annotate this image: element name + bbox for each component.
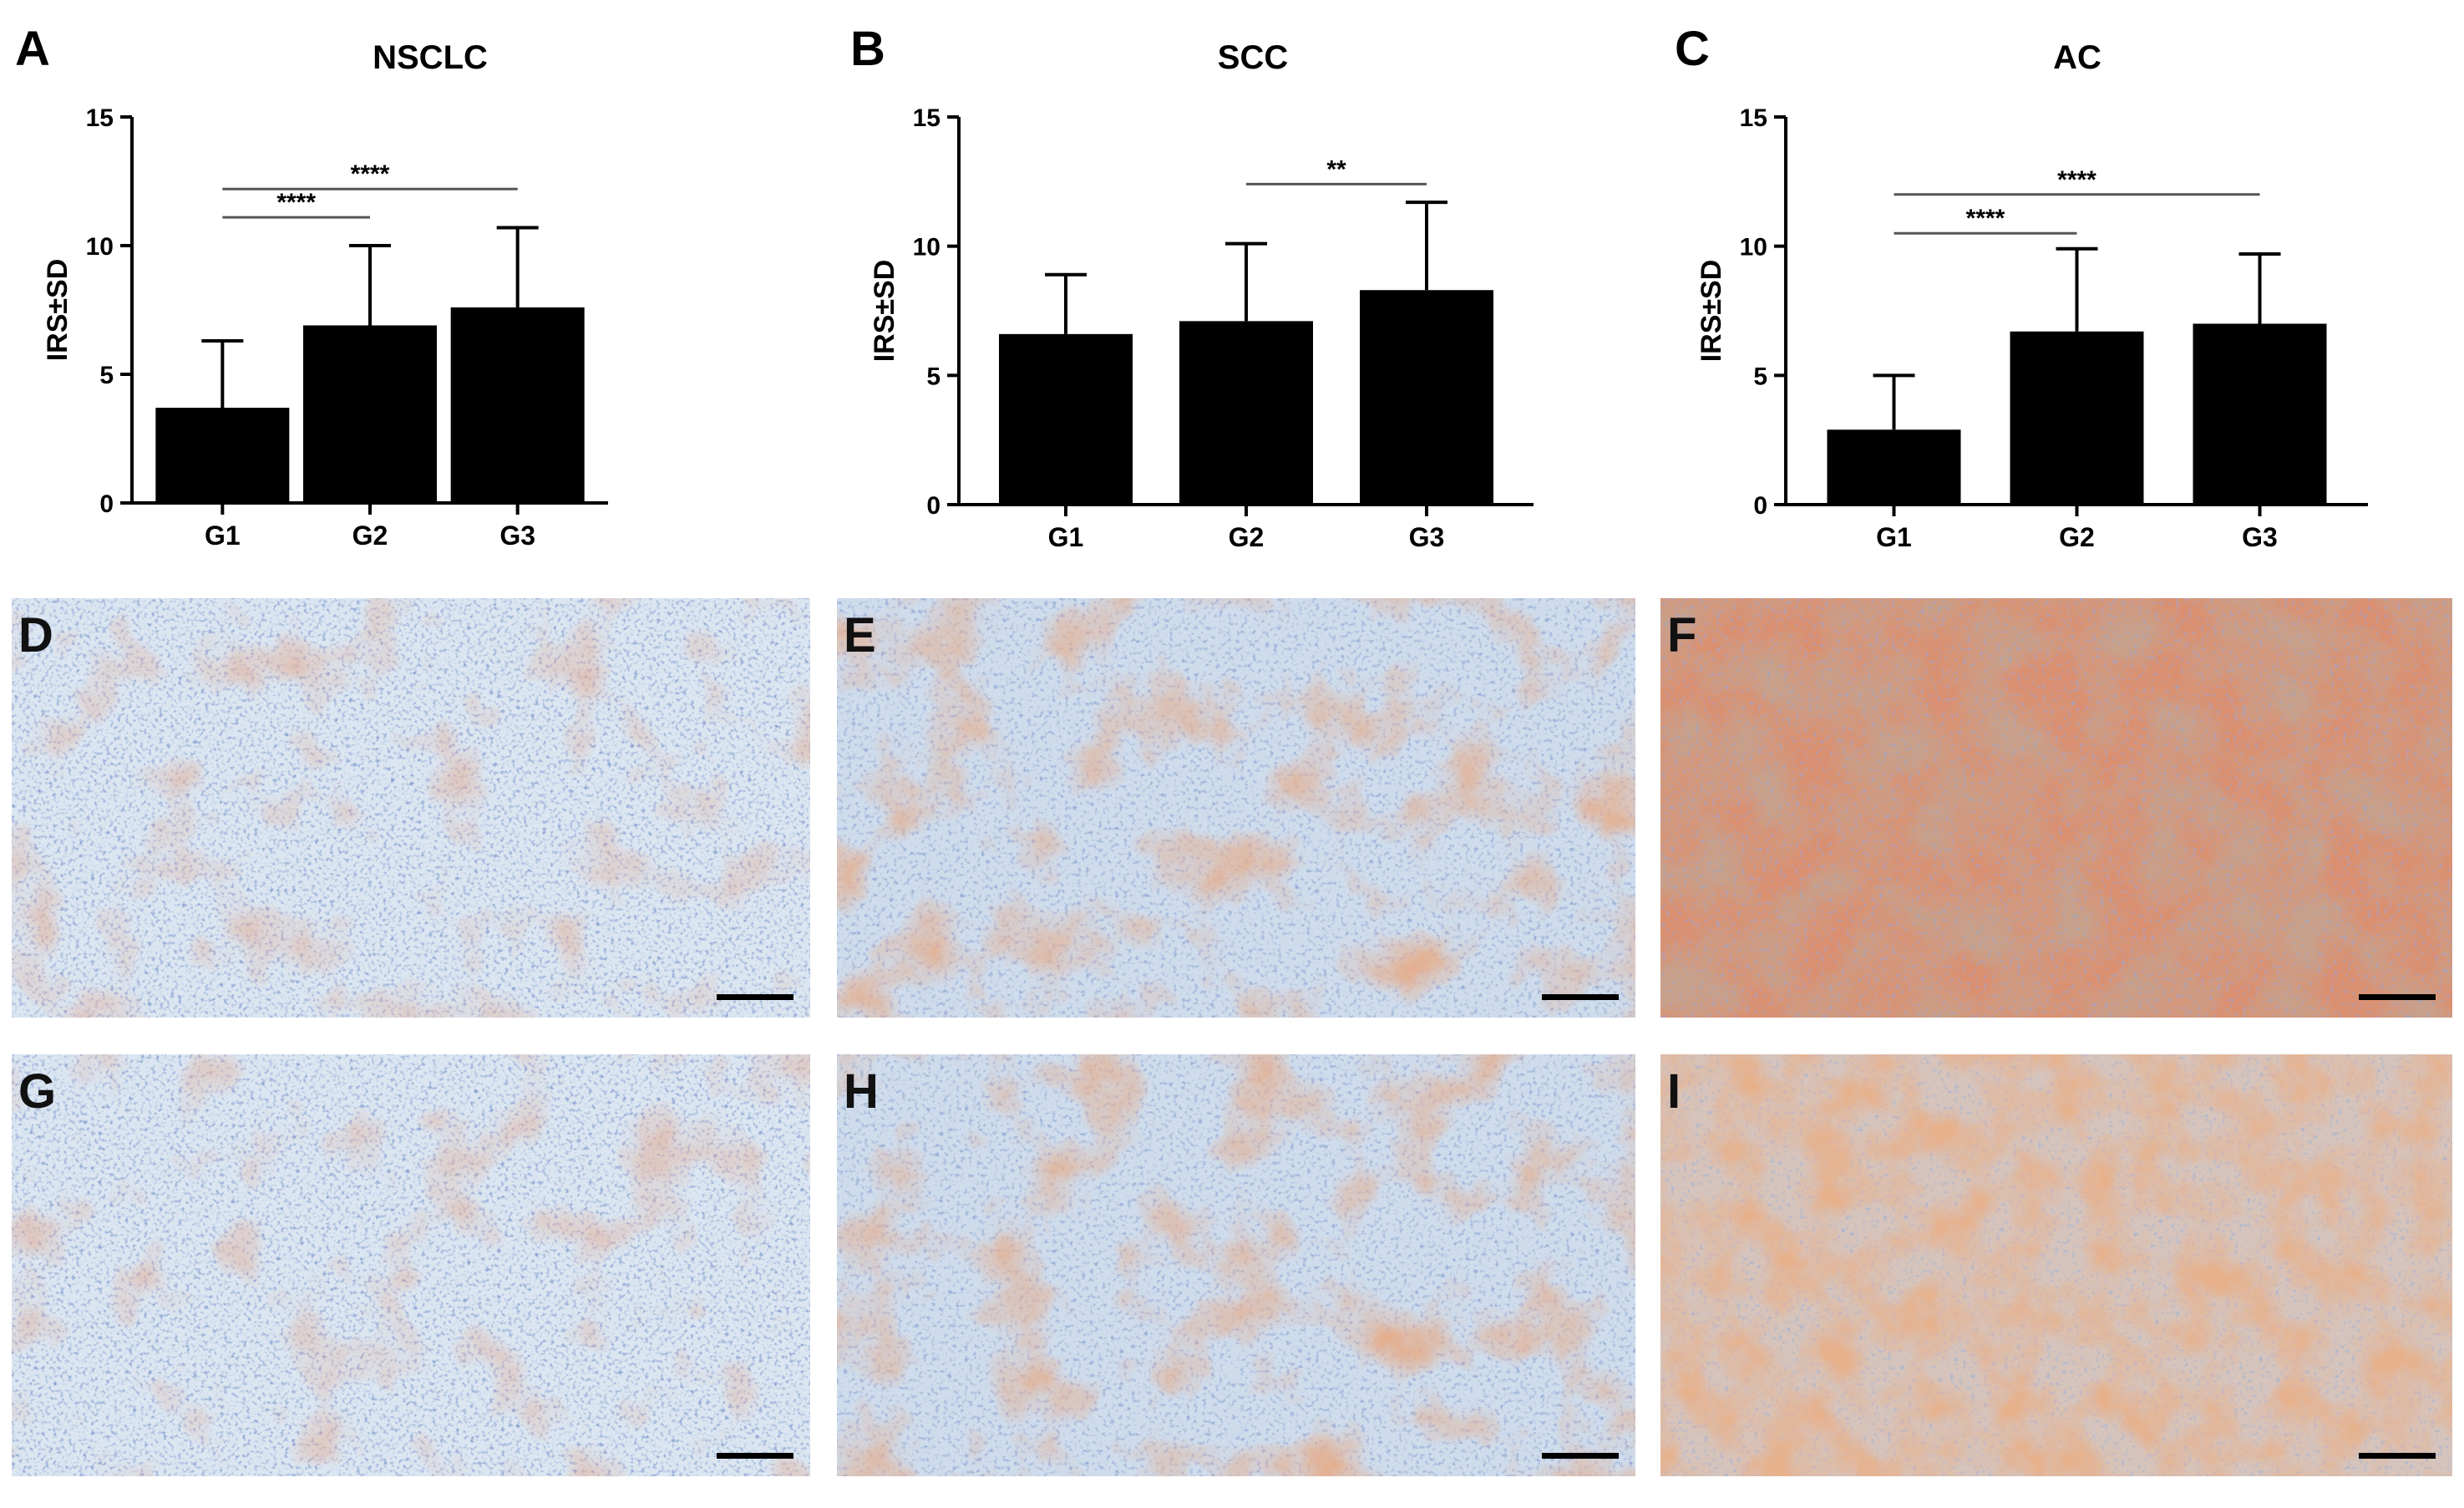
y-tick-label: 0 [926,492,940,520]
bar-G1 [999,333,1133,505]
micrograph-G: G [12,1054,810,1476]
tissue-texture [837,1054,1635,1476]
bar-G1 [1827,429,1961,505]
micrograph-D: D [12,598,810,1018]
micrograph-panels: D E F G H I [12,598,2452,1476]
chart-B: B SCC IRS±SD 0 5 10 15 G1 G2 G3 ** [850,22,1534,552]
panel-letter: G [18,1064,56,1119]
chart-title: AC [2053,39,2101,76]
panel-letter: F [1667,608,1696,663]
bar-G3 [2193,323,2327,505]
panel-letter: D [18,608,53,663]
x-tick-label: G1 [1876,522,1912,552]
y-axis-label: IRS±SD [1696,260,1727,363]
y-tick-label: 15 [86,104,114,132]
scale-bar [2359,994,2436,1000]
tissue-texture [12,1054,810,1476]
tissue-texture [1660,1054,2452,1476]
scale-bar [2359,1453,2436,1459]
bar-G3 [450,307,585,503]
significance-label: **** [276,189,316,216]
y-tick-label: 10 [1740,234,1767,261]
scale-bar [1542,994,1619,1000]
panel-letter: A [15,22,50,76]
y-tick-label: 5 [1753,363,1767,390]
x-tick-label: G2 [352,520,388,551]
panel-letter: I [1667,1064,1681,1119]
x-tick-label: G1 [205,520,241,551]
panel-letter: E [844,608,876,663]
bar-G1 [155,408,290,503]
panel-letter: C [1675,22,1710,76]
significance-label: **** [351,160,390,188]
significance-label: **** [2057,166,2096,194]
tissue-texture [1660,598,2452,1018]
x-tick-label: G3 [499,520,535,551]
y-tick-label: 15 [913,104,940,132]
x-tick-label: G2 [2059,522,2095,552]
y-tick-label: 0 [99,490,114,518]
chart-title: SCC [1218,39,1288,76]
y-tick-label: 10 [86,233,114,261]
x-tick-label: G2 [1229,522,1265,552]
scale-bar [717,994,793,1000]
micrograph-F: F [1660,598,2452,1018]
tissue-texture [837,598,1635,1018]
x-tick-label: G3 [2242,522,2278,552]
tissue-texture [12,598,810,1018]
scale-bar [717,1453,793,1459]
significance-label: ** [1326,155,1346,183]
bar-charts: A NSCLC IRS±SD 0 5 10 15 G1 G2 G3 **** **** B SCC IRS±… [15,22,2368,552]
x-tick-label: G1 [1048,522,1084,552]
bar-G2 [2010,331,2144,505]
y-axis-label: IRS±SD [42,259,74,362]
y-tick-label: 10 [913,234,940,261]
bar-G3 [1360,290,1493,505]
significance-label: **** [1966,205,2005,232]
micrograph-E: E [837,598,1635,1018]
scale-bar [1542,1453,1619,1459]
chart-C: C AC IRS±SD 0 5 10 15 G1 G2 G3 **** **** [1675,22,2368,552]
panel-letter: B [850,22,885,76]
panel-letter: H [844,1064,879,1119]
y-tick-label: 5 [926,363,940,390]
y-tick-label: 0 [1753,492,1767,520]
x-tick-label: G3 [1409,522,1445,552]
chart-title: NSCLC [373,39,488,76]
micrograph-H: H [837,1054,1635,1476]
y-axis-label: IRS±SD [869,260,900,363]
bar-G2 [1179,321,1313,505]
y-tick-label: 15 [1740,104,1767,132]
micrograph-I: I [1660,1054,2452,1476]
y-tick-label: 5 [99,362,114,389]
chart-A: A NSCLC IRS±SD 0 5 10 15 G1 G2 G3 **** **** [15,22,608,551]
bar-G2 [303,325,437,503]
